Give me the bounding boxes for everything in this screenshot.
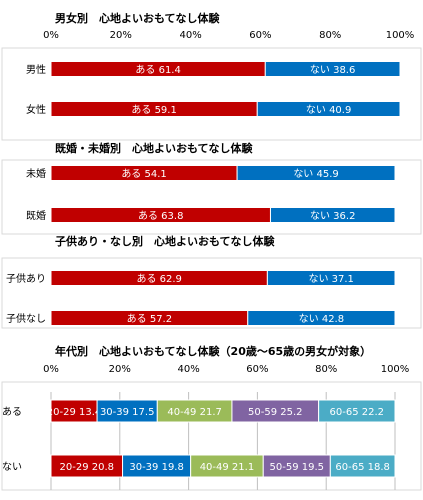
bar-segment [266,270,396,286]
data-label: 60-65 18.8 [335,462,390,473]
bar-segment [256,101,401,117]
tick-label: 60% [246,364,268,375]
category-label: 既婚 [26,209,46,222]
tick-label: 80% [315,364,337,375]
data-label: ない 38.6 [310,64,355,76]
data-label: 20-29 20.8 [60,462,115,473]
category-label: 女性 [26,103,46,116]
bar-segment [236,165,396,181]
plot-frame [1,257,422,329]
data-label: ある 62.9 [136,273,181,285]
tick-label: 0% [43,30,59,41]
bar-segment [247,310,396,326]
plot-frame [1,47,422,141]
data-label: ない 36.2 [310,210,355,222]
data-label: 40-49 21.1 [200,462,255,473]
data-label: ない 45.9 [293,168,338,180]
plot-frame [1,381,422,491]
tick-label: 40% [179,30,201,41]
bar-segment [269,207,396,223]
tick-label: 20% [110,30,132,41]
category-label: ある [2,406,22,418]
category-label: 子供なし [6,312,46,325]
chart-title: 子供あり・なし別 心地よいおもてなし体験 [55,234,276,248]
category-label: 未婚 [26,167,46,180]
tick-label: 0% [43,364,59,375]
data-label: 50-59 19.5 [270,462,325,473]
chart-title: 男女別 心地よいおもてなし体験 [55,11,221,25]
bar-segment [264,61,401,77]
category-label: 男性 [26,63,46,76]
chart-title: 年代別 心地よいおもてなし体験（20歳～65歳の男女が対象） [55,344,371,358]
data-label: ある 61.4 [135,64,180,76]
data-label: 50-59 25.2 [248,407,303,418]
chart-panel-1: 男女別 心地よいおもてなし体験 0% 20% 40% 60% 80% 100% 男性 ある 61… [1,11,422,141]
data-label: 30-39 17.5 [100,407,155,418]
tick-label: 40% [177,364,199,375]
data-label: ある 54.1 [121,168,166,180]
tick-label: 80% [319,30,341,41]
data-label: ある 57.2 [127,313,172,325]
category-label: ない [2,461,22,473]
bar-segment [318,399,396,423]
data-label: 40-49 21.7 [167,407,222,418]
data-label: ない 42.8 [299,313,344,325]
category-label: 子供あり [6,272,46,285]
data-label: 20-29 13.4 [47,407,102,418]
plot-frame [1,159,422,235]
data-label: ない 40.9 [306,104,351,116]
tick-label: 100% [381,364,410,375]
chart-panel-4: 年代別 心地よいおもてなし体験（20歳～65歳の男女が対象） 0% 20% 40% 60… [1,344,422,491]
data-label: ある 59.1 [131,104,176,116]
data-label: ない 37.1 [308,273,353,285]
tick-label: 60% [249,30,271,41]
tick-label: 100% [386,30,415,41]
data-label: 30-39 19.8 [129,462,184,473]
chart-title: 既婚・未婚別 心地よいおもてなし体験 [55,141,254,155]
tick-label: 20% [109,364,131,375]
data-label: ある 63.8 [138,210,183,222]
data-label: 60-65 22.2 [330,407,385,418]
bar-segment [329,454,396,478]
